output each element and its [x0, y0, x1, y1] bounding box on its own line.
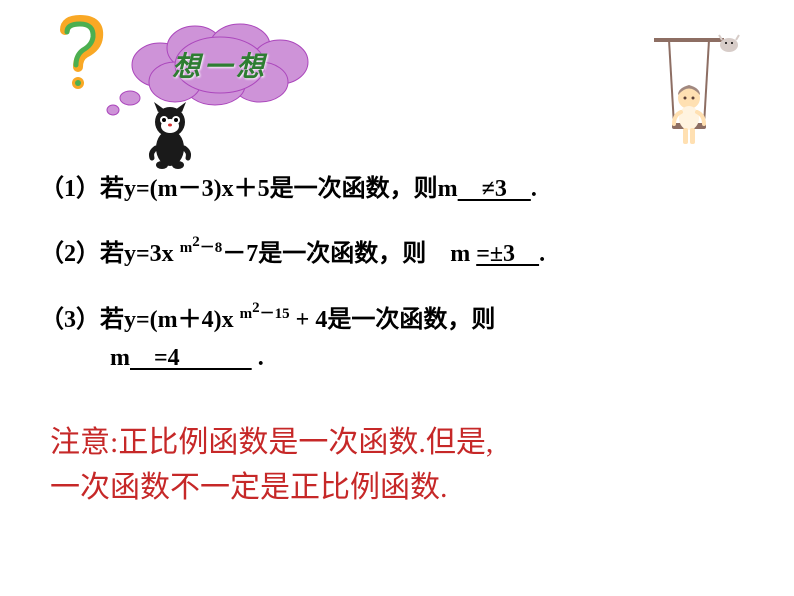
- cloud-text: 想一想: [172, 45, 268, 85]
- note-section: 注意:正比例函数是一次函数.但是, 一次函数不一定是正比例函数.: [0, 400, 794, 510]
- problem-1: （1）若y=(m－3)x＋5是一次函数，则m ≠3 .: [40, 170, 754, 208]
- note-line-1: 注意:正比例函数是一次函数.但是,: [50, 420, 744, 465]
- problem-2-suffix: .: [539, 241, 545, 267]
- problem-3-answer: =4: [130, 345, 252, 371]
- swing-child-icon: [634, 30, 744, 165]
- bubble-dots-icon: [95, 90, 145, 120]
- problem-1-text: （1）若y=(m－3)x＋5是一次函数，则m: [40, 176, 458, 202]
- problem-2-answer: =±3: [476, 241, 539, 267]
- problem-2-prefix-b: －7是一次函数，则 m: [222, 241, 476, 267]
- problem-2: （2）若y=3x m2－8－7是一次函数，则 m =±3 .: [40, 230, 754, 273]
- problem-3-prefix-a: （3）若y=(m＋4)x: [40, 307, 240, 333]
- problem-1-suffix: .: [531, 176, 537, 202]
- header-area: 想一想: [0, 0, 794, 170]
- cat-icon: [140, 100, 200, 175]
- problem-1-answer: ≠3: [458, 176, 531, 202]
- cloud-bubble: 想一想: [120, 20, 320, 110]
- question-mark-icon: [50, 15, 110, 100]
- problem-3-prefix-b: + 4是一次函数，则: [290, 307, 496, 333]
- problems-section: （1）若y=(m－3)x＋5是一次函数，则m ≠3 . （2）若y=3x m2－…: [0, 170, 794, 378]
- problem-3-line2-prefix: m: [110, 345, 130, 371]
- note-line-2: 一次函数不一定是正比例函数.: [50, 465, 744, 510]
- problem-2-prefix-a: （2）若y=3x: [40, 241, 180, 267]
- problem-3: （3）若y=(m＋4)x m2－15 + 4是一次函数，则 m =4 .: [40, 296, 754, 378]
- problem-3-suffix: .: [252, 345, 264, 371]
